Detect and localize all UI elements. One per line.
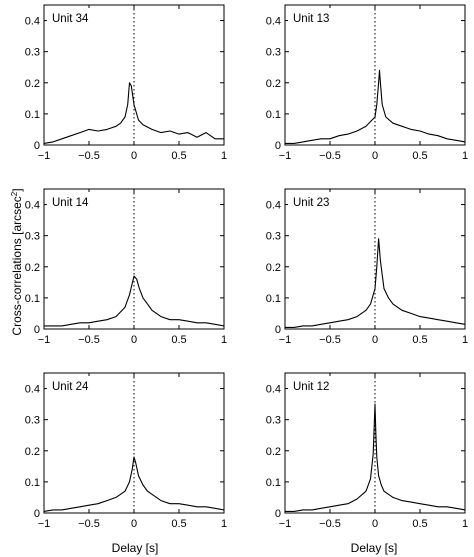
y-tick-label: 0.3 <box>266 47 281 59</box>
x-tick-label: −0.5 <box>78 150 100 162</box>
y-tick-label: 0.4 <box>266 200 281 212</box>
x-tick-label: −0.5 <box>319 150 341 162</box>
panel-unit-13: −1 −0.5 0 0.5 1 0 0.1 0.2 0.3 0.4 Unit 13 <box>266 4 468 162</box>
cross-correlation-line <box>43 456 225 512</box>
y-tick-label: 0.1 <box>266 293 281 305</box>
panel-title: Unit 23 <box>293 197 329 209</box>
y-tick-label: 0 <box>275 140 281 152</box>
x-tick-label: 0.5 <box>171 334 186 346</box>
x-tick-label: 0.5 <box>412 150 427 162</box>
panel-unit-14: −1 −0.5 0 0.5 1 0 0.1 0.2 0.3 0.4 Unit 14 <box>25 188 227 346</box>
x-tick-label: 0 <box>131 518 137 530</box>
cross-correlation-line <box>44 275 225 327</box>
y-tick-label: 0.2 <box>25 446 40 458</box>
y-tick-label: 0.2 <box>25 262 40 274</box>
x-tick-label: −0.5 <box>319 334 341 346</box>
y-tick-label: 0 <box>34 508 40 520</box>
panel-unit-24: −1 −0.5 0 0.5 1 0 0.1 0.2 0.3 0.4 Unit 24 <box>25 372 227 530</box>
y-tick-label: 0.2 <box>266 78 281 90</box>
x-tick-label: −0.5 <box>319 518 341 530</box>
x-tick-label: 0.5 <box>171 518 186 530</box>
x-tick-label: 1 <box>221 150 227 162</box>
x-tick-label: 1 <box>462 150 468 162</box>
x-tick-label: 0 <box>131 334 137 346</box>
x-tick-label: 0.5 <box>171 150 186 162</box>
y-tick-label: 0.4 <box>266 16 281 28</box>
y-tick-label: 0.4 <box>266 384 281 396</box>
panel-title-box <box>47 8 107 27</box>
panel-title: Unit 13 <box>293 13 329 25</box>
y-tick-label: 0.4 <box>25 16 40 28</box>
cross-correlation-line <box>285 403 466 512</box>
panel-title: Unit 14 <box>52 197 89 209</box>
panel-title: Unit 34 <box>52 13 89 25</box>
y-tick-label: 0 <box>275 508 281 520</box>
y-tick-label: 0.3 <box>25 415 40 427</box>
x-tick-label: 0.5 <box>412 334 427 346</box>
x-axis-label-right: Delay [s] <box>351 541 398 555</box>
y-tick-label: 0.4 <box>25 384 40 396</box>
panel-unit-12: −1 −0.5 0 0.5 1 0 0.1 0.2 0.3 0.4 Unit 12 <box>266 372 468 530</box>
panel-title: Unit 24 <box>52 381 89 393</box>
cross-correlation-line <box>43 82 224 144</box>
panel-unit-23: −1 −0.5 0 0.5 1 0 0.1 0.2 0.3 0.4 Unit 23 <box>266 188 468 346</box>
y-axis-label: Cross-correlations [arcsec2] <box>10 188 25 335</box>
x-tick-label: 1 <box>462 518 468 530</box>
y-tick-label: 0.1 <box>25 293 40 305</box>
y-axis-label-close: ] <box>10 188 24 191</box>
x-tick-label: 0 <box>372 150 378 162</box>
y-tick-label: 0.3 <box>25 231 40 243</box>
x-tick-label: 1 <box>221 334 227 346</box>
y-tick-label: 0.2 <box>266 262 281 274</box>
y-tick-label: 0 <box>34 140 40 152</box>
y-tick-label: 0.2 <box>25 78 40 90</box>
panel-grid: −1 −0.5 0 0.5 1 0 0.1 0.2 0.3 0.4 Unit 34 −1 −0.5 0 0.… <box>25 4 468 530</box>
x-tick-label: −1 <box>279 150 292 162</box>
x-tick-label: 0 <box>372 334 378 346</box>
y-tick-label: 0.1 <box>25 477 40 489</box>
x-tick-label: −1 <box>38 334 51 346</box>
panel-title-box <box>288 376 348 395</box>
y-tick-label: 0.3 <box>25 47 40 59</box>
x-tick-label: 0 <box>131 150 137 162</box>
y-tick-label: 0.3 <box>266 415 281 427</box>
panel-title-box <box>47 376 107 395</box>
y-tick-label: 0.2 <box>266 446 281 458</box>
y-tick-label: 0.1 <box>266 109 281 121</box>
cross-correlation-line <box>285 69 466 144</box>
y-tick-label: 0 <box>275 324 281 336</box>
panel-title: Unit 12 <box>293 381 329 393</box>
x-tick-label: −0.5 <box>78 518 100 530</box>
x-tick-label: 0.5 <box>412 518 427 530</box>
panel-title-box <box>288 192 348 211</box>
y-axis-label-superscript: 2 <box>10 191 19 196</box>
x-axis-label-left: Delay [s] <box>112 541 159 555</box>
panel-title-box <box>47 192 107 211</box>
y-tick-label: 0.1 <box>25 109 40 121</box>
x-tick-label: −1 <box>279 518 292 530</box>
panel-title-box <box>288 8 348 27</box>
y-tick-label: 0.4 <box>25 200 40 212</box>
y-tick-label: 0.1 <box>266 477 281 489</box>
x-tick-label: −1 <box>279 334 292 346</box>
x-tick-label: 0 <box>372 518 378 530</box>
panel-unit-34: −1 −0.5 0 0.5 1 0 0.1 0.2 0.3 0.4 Unit 34 <box>25 4 227 162</box>
y-tick-label: 0.3 <box>266 231 281 243</box>
y-axis-label-text: Cross-correlations [arcsec <box>10 196 24 335</box>
x-tick-label: 1 <box>462 334 468 346</box>
x-tick-label: −1 <box>38 518 51 530</box>
x-tick-label: 1 <box>221 518 227 530</box>
x-tick-label: −1 <box>38 150 51 162</box>
y-tick-label: 0 <box>34 324 40 336</box>
x-tick-label: −0.5 <box>78 334 100 346</box>
cross-correlation-line <box>285 238 466 328</box>
